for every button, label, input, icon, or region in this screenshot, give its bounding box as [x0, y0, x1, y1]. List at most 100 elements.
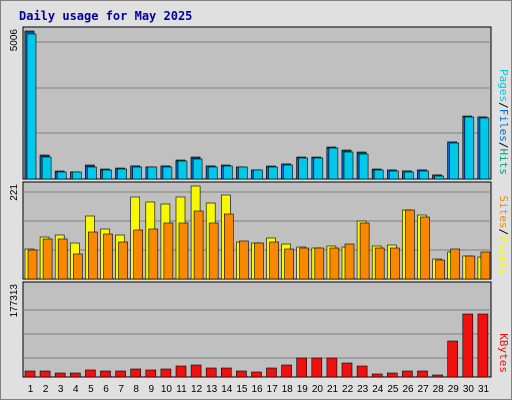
bar-pages-day-29 — [449, 142, 460, 180]
x-tick-day-11: 11 — [176, 384, 187, 395]
bar-pages-day-31 — [479, 117, 490, 180]
legend-separator: / — [497, 102, 510, 109]
x-tick-day-14: 14 — [221, 384, 233, 395]
legend-sites: Sites — [497, 196, 510, 229]
legend-separator: / — [497, 229, 510, 236]
bar-sites-day-17 — [269, 241, 279, 280]
legend-pages: Pages — [497, 69, 510, 102]
bar-pages-day-17 — [268, 166, 278, 180]
bar-kbytes-day-7 — [115, 370, 126, 378]
bar-pages-day-6 — [102, 169, 112, 180]
bar-sites-day-21 — [329, 247, 340, 280]
bar-kbytes-day-18 — [281, 364, 292, 378]
bar-pages-day-16 — [253, 169, 263, 180]
x-tick-day-19: 19 — [297, 384, 309, 395]
bar-sites-day-25 — [389, 247, 400, 280]
bar-sites-day-29 — [450, 248, 461, 280]
panel-kbytes — [22, 281, 492, 378]
x-tick-day-13: 13 — [206, 384, 218, 395]
bar-kbytes-day-5 — [85, 369, 96, 378]
bar-sites-day-1 — [27, 249, 38, 280]
bar-pages-day-21 — [328, 147, 339, 180]
bar-pages-day-19 — [298, 157, 309, 180]
x-tick-day-12: 12 — [191, 384, 203, 395]
x-tick-day-27: 27 — [418, 384, 430, 395]
bar-sites-day-18 — [284, 248, 294, 280]
bar-sites-day-5 — [88, 231, 98, 280]
bar-sites-day-24 — [374, 247, 385, 280]
x-tick-day-22: 22 — [342, 384, 354, 395]
bar-sites-day-27 — [420, 216, 430, 280]
bar-kbytes-day-30 — [462, 313, 474, 378]
bar-kbytes-day-2 — [39, 370, 51, 378]
bar-pages-day-11 — [177, 160, 188, 180]
bar-pages-day-30 — [464, 116, 475, 180]
series-legend-hits-files-pages: Pages/Files/Hits — [497, 69, 510, 175]
bar-kbytes-day-10 — [160, 368, 172, 378]
bar-sites-day-2 — [42, 238, 53, 280]
x-tick-day-3: 3 — [58, 384, 64, 395]
bar-sites-day-22 — [344, 243, 355, 280]
bar-sites-day-4 — [73, 253, 83, 280]
bar-pages-day-12 — [192, 158, 203, 180]
bar-pages-day-10 — [162, 166, 173, 180]
bar-kbytes-day-17 — [266, 367, 277, 378]
bar-kbytes-day-8 — [130, 368, 141, 378]
x-tick-day-16: 16 — [251, 384, 263, 395]
bar-pages-day-5 — [87, 166, 97, 180]
bar-kbytes-day-1 — [24, 370, 36, 378]
bar-kbytes-day-16 — [251, 371, 262, 378]
x-tick-day-31: 31 — [478, 384, 490, 395]
bar-kbytes-day-24 — [371, 373, 383, 378]
bar-pages-day-13 — [207, 166, 218, 180]
bar-pages-day-25 — [388, 170, 399, 180]
series-legend-visits-sites: Sites/Visits — [497, 196, 510, 276]
bar-pages-day-20 — [313, 157, 324, 180]
bar-pages-day-26 — [404, 171, 414, 180]
x-tick-day-17: 17 — [267, 384, 279, 395]
bar-kbytes-day-31 — [477, 313, 489, 378]
bar-sites-day-20 — [314, 247, 325, 280]
bar-sites-day-6 — [103, 233, 113, 280]
bar-sites-day-19 — [299, 247, 310, 280]
x-tick-day-20: 20 — [312, 384, 324, 395]
bar-pages-day-2 — [41, 156, 52, 180]
bar-kbytes-day-15 — [236, 370, 247, 378]
bar-pages-day-15 — [238, 166, 248, 180]
bar-pages-day-18 — [283, 164, 293, 180]
bar-kbytes-day-26 — [402, 370, 413, 378]
bar-sites-day-9 — [148, 228, 159, 280]
bar-pages-day-24 — [373, 169, 384, 180]
bar-kbytes-day-22 — [341, 362, 353, 378]
bar-sites-day-15 — [239, 240, 249, 280]
bar-kbytes-day-12 — [190, 364, 202, 378]
bar-kbytes-day-9 — [145, 369, 157, 378]
bar-pages-day-22 — [343, 151, 354, 180]
x-tick-day-28: 28 — [433, 384, 445, 395]
bar-sites-day-11 — [178, 222, 189, 280]
x-tick-day-9: 9 — [149, 384, 155, 395]
x-tick-day-10: 10 — [161, 384, 173, 395]
bar-sites-day-3 — [57, 238, 68, 280]
bar-sites-day-16 — [254, 242, 264, 280]
bar-sites-day-7 — [118, 241, 128, 280]
bar-kbytes-day-4 — [70, 372, 81, 378]
series-legend-kbytes: KBytes — [497, 333, 510, 373]
bar-kbytes-day-3 — [54, 372, 66, 378]
y-max-label: 177313 — [9, 284, 20, 318]
bar-kbytes-day-27 — [417, 370, 428, 378]
bar-pages-day-27 — [419, 170, 429, 180]
bar-sites-day-13 — [208, 222, 219, 280]
bar-pages-day-3 — [56, 171, 67, 180]
x-tick-day-5: 5 — [88, 384, 94, 395]
bar-pages-day-1 — [26, 33, 37, 180]
x-tick-day-15: 15 — [236, 384, 248, 395]
x-tick-day-25: 25 — [387, 384, 399, 395]
x-tick-day-23: 23 — [357, 384, 369, 395]
legend-files: Files — [497, 109, 510, 142]
bar-sites-day-12 — [193, 210, 204, 280]
bar-sites-day-10 — [163, 222, 174, 280]
bar-pages-day-4 — [72, 171, 82, 180]
